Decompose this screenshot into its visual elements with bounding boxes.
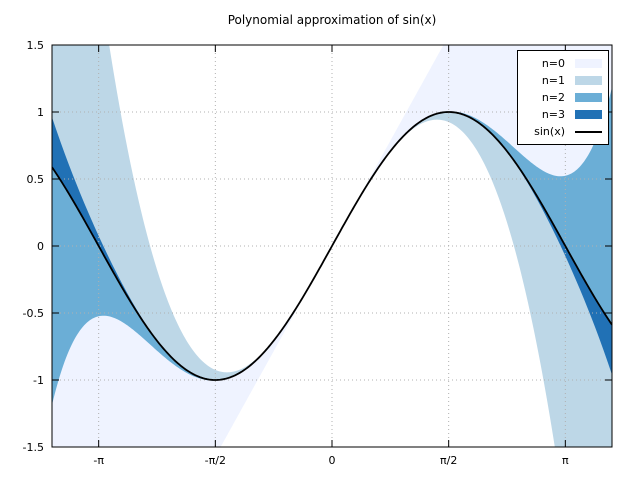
legend-entry: n=1 xyxy=(534,72,602,89)
legend-entry-label: n=2 xyxy=(541,91,565,104)
legend-entry: n=2 xyxy=(534,89,602,106)
legend-entry: n=0 xyxy=(534,55,602,72)
y-tick-label: -1 xyxy=(33,374,44,387)
y-tick-label: -1.5 xyxy=(23,441,44,454)
x-tick-label: π xyxy=(562,454,569,467)
legend-entry-label: n=0 xyxy=(541,57,565,70)
legend-swatch xyxy=(575,76,602,85)
x-tick-label: -π xyxy=(93,454,104,467)
legend-entry: sin(x) xyxy=(534,123,602,140)
x-tick-label: 0 xyxy=(329,454,336,467)
x-tick-label: -π/2 xyxy=(205,454,226,467)
y-tick-label: 0.5 xyxy=(27,173,45,186)
legend-entry-label: n=3 xyxy=(541,108,565,121)
legend: n=0 n=1 n=2 n=3 sin(x) xyxy=(517,50,609,145)
legend-swatch xyxy=(575,110,602,119)
sin-curve xyxy=(52,111,612,381)
y-tick-label: 1 xyxy=(37,106,44,119)
y-tick-label: 0 xyxy=(37,240,44,253)
y-tick-label: 1.5 xyxy=(27,39,45,52)
legend-entry: n=3 xyxy=(534,106,602,123)
legend-entry-label: n=1 xyxy=(541,74,565,87)
legend-line-sample xyxy=(575,130,602,133)
approximation-band-n=1 xyxy=(52,45,612,447)
y-tick-label: -0.5 xyxy=(23,307,44,320)
legend-swatch xyxy=(575,93,602,102)
legend-swatch xyxy=(575,59,602,68)
legend-entry-label: sin(x) xyxy=(534,125,565,138)
x-tick-label: π/2 xyxy=(440,454,457,467)
chart-title: Polynomial approximation of sin(x) xyxy=(227,13,437,27)
